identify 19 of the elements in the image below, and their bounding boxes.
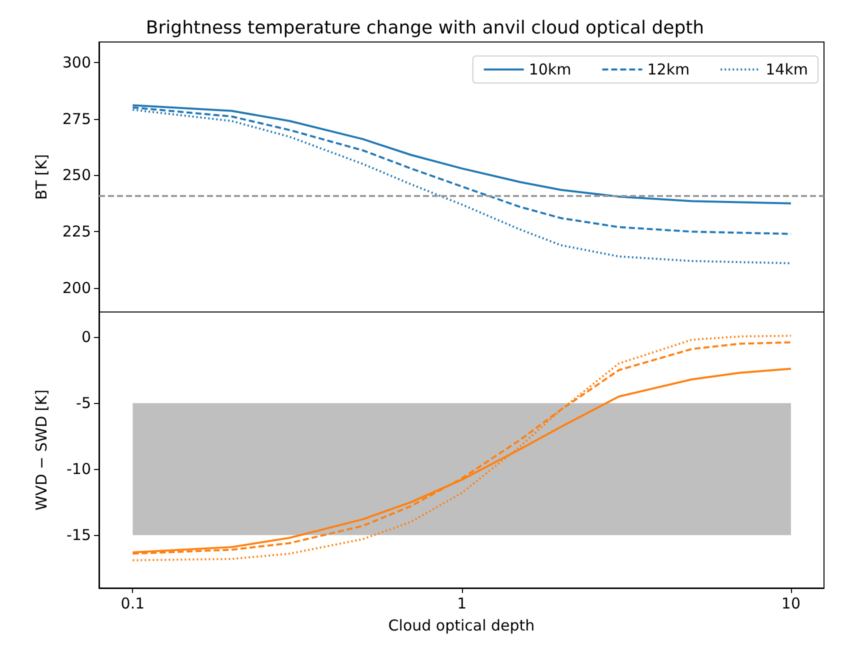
y-tick-label: 225 xyxy=(62,222,91,241)
y-tick-label: 275 xyxy=(62,110,91,128)
y-tick-label: 200 xyxy=(62,279,91,298)
x-axis-title: Cloud optical depth xyxy=(388,616,535,634)
x-tick-label: 0.1 xyxy=(120,594,145,612)
y-axis-title: WVD − SWD [K] xyxy=(32,390,50,510)
y-tick-label: -15 xyxy=(66,526,91,544)
y-tick-label: 0 xyxy=(81,328,91,346)
y-tick-label: -5 xyxy=(76,394,91,412)
x-tick-label: 10 xyxy=(781,594,801,612)
legend-label: 10km xyxy=(528,60,572,78)
legend-label: 14km xyxy=(766,60,808,78)
chart-title: Brightness temperature change with anvil cloud optical depth xyxy=(146,18,704,38)
legend-label: 12km xyxy=(647,60,690,78)
y-axis-title: BT [K] xyxy=(32,154,50,200)
y-tick-label: 250 xyxy=(62,166,91,184)
y-tick-label: -10 xyxy=(66,460,91,478)
x-tick-label: 1 xyxy=(457,594,467,612)
y-tick-label: 300 xyxy=(62,53,91,72)
